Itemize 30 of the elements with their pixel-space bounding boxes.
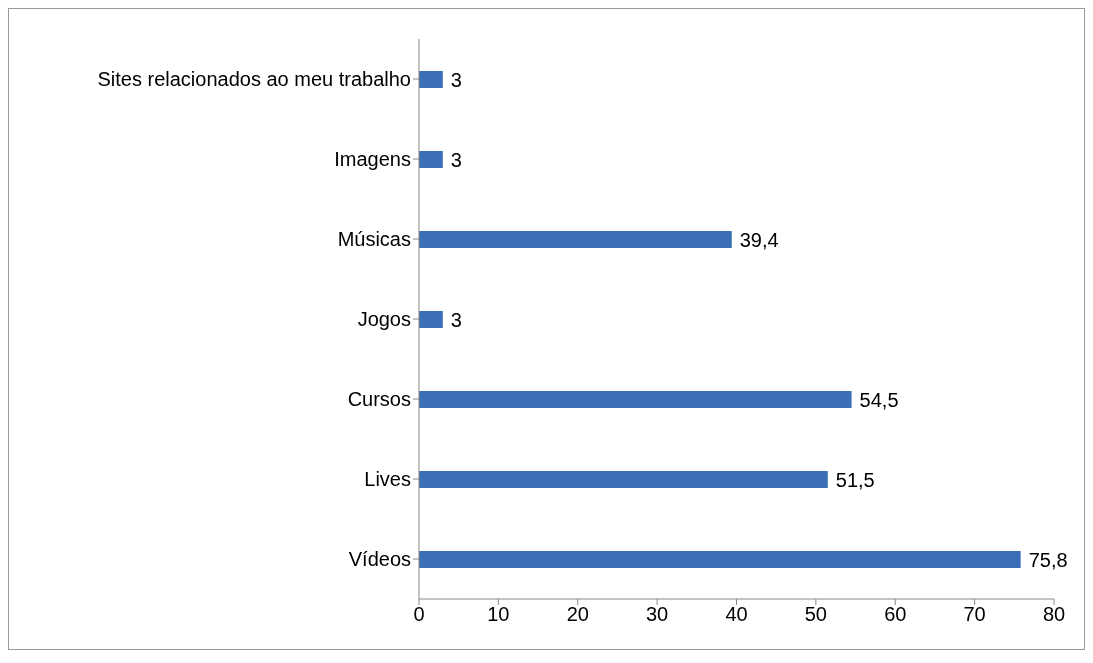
bar xyxy=(419,231,732,248)
x-tick-label: 50 xyxy=(804,603,827,626)
bar xyxy=(419,391,852,408)
x-tick-label: 20 xyxy=(566,603,589,626)
data-label: 3 xyxy=(450,148,462,171)
data-label: 54,5 xyxy=(859,388,899,411)
y-tick-label: Músicas xyxy=(337,228,411,251)
y-tick-label: Sites relacionados ao meu trabalho xyxy=(97,68,411,91)
data-label: 75,8 xyxy=(1028,548,1068,571)
y-tick-label: Cursos xyxy=(347,388,411,411)
bar xyxy=(419,311,443,328)
x-tick-label: 70 xyxy=(963,603,986,626)
y-tick-label: Lives xyxy=(364,468,411,491)
x-tick-label: 40 xyxy=(725,603,748,626)
y-tick-label: Jogos xyxy=(357,308,411,331)
x-tick-label: 60 xyxy=(884,603,907,626)
x-tick-label: 10 xyxy=(487,603,510,626)
x-tick-label: 0 xyxy=(413,603,425,626)
data-label: 39,4 xyxy=(739,228,779,251)
y-tick-label: Vídeos xyxy=(348,548,411,571)
x-tick-label: 80 xyxy=(1042,603,1066,626)
x-tick-label: 30 xyxy=(646,603,669,626)
y-tick-label: Imagens xyxy=(334,148,411,171)
bar xyxy=(419,551,1021,568)
bar xyxy=(419,151,443,168)
data-label: 3 xyxy=(450,308,462,331)
data-label: 51,5 xyxy=(835,468,875,491)
bar xyxy=(419,471,828,488)
bar xyxy=(419,71,443,88)
data-label: 3 xyxy=(450,68,462,91)
